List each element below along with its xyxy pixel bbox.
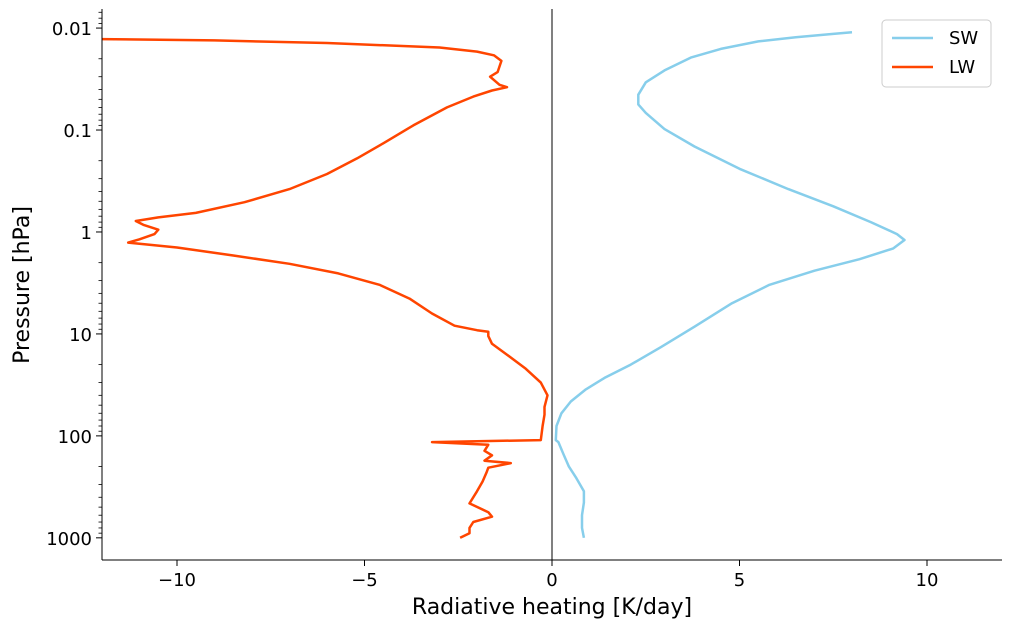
series-line-lw bbox=[102, 37, 549, 539]
x-tick-label: −10 bbox=[158, 570, 196, 591]
legend-label-lw: LW bbox=[949, 57, 975, 78]
legend: SW LW bbox=[881, 19, 992, 88]
series-line-sw bbox=[554, 31, 906, 539]
x-tick-label: −5 bbox=[351, 570, 378, 591]
y-ticks: 0.01 0.1 1 10 100 1000 bbox=[46, 11, 102, 550]
x-tick-label: 0 bbox=[546, 570, 557, 591]
y-tick-label: 1000 bbox=[46, 529, 92, 550]
y-tick-label: 100 bbox=[58, 427, 92, 448]
y-axis-label: Pressure [hPa] bbox=[10, 206, 35, 364]
y-tick-label: 0.1 bbox=[63, 121, 92, 142]
y-tick-label: 1 bbox=[81, 223, 92, 244]
x-tick-label: 10 bbox=[916, 570, 939, 591]
y-tick-label: 10 bbox=[69, 325, 92, 346]
x-ticks: −10 −5 0 5 10 bbox=[158, 560, 938, 591]
legend-label-sw: SW bbox=[949, 28, 978, 49]
x-tick-label: 5 bbox=[734, 570, 745, 591]
x-axis-label: Radiative heating [K/day] bbox=[412, 595, 692, 620]
y-tick-label: 0.01 bbox=[52, 19, 92, 40]
plot-area bbox=[102, 9, 906, 560]
